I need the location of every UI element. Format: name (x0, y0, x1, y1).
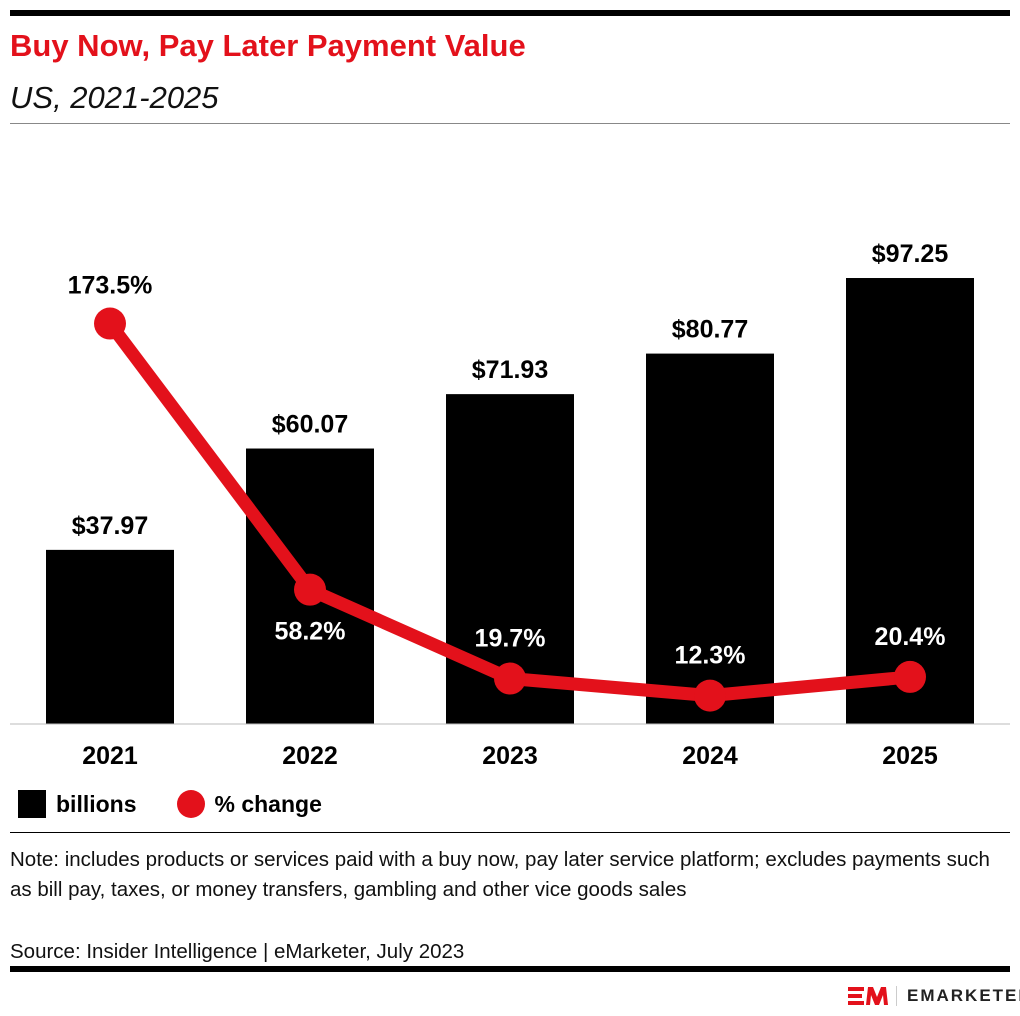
change-point-2023 (494, 662, 526, 695)
bar-label-2025: $97.25 (872, 240, 949, 268)
change-point-2024 (694, 679, 726, 712)
change-point-2021 (94, 307, 126, 340)
legend-label-billions: billions (56, 790, 137, 817)
bar-2025 (846, 278, 974, 724)
legend: billions % change (18, 790, 322, 818)
legend-swatch-bar (18, 790, 46, 818)
bar-2024 (646, 353, 774, 724)
change-label-2022: 58.2% (275, 618, 346, 646)
source: Source: Insider Intelligence | eMarketer… (10, 940, 465, 963)
emarketer-logo: EMARKETER (848, 985, 1020, 1007)
bar-label-2023: $71.93 (472, 356, 548, 384)
x-tick-2024: 2024 (682, 742, 738, 770)
logo-text: EMARKETER (896, 986, 1020, 1006)
change-label-2024: 12.3% (675, 642, 746, 670)
x-tick-2023: 2023 (482, 742, 538, 770)
x-tick-2025: 2025 (882, 742, 938, 770)
legend-swatch-line (176, 790, 205, 818)
divider (10, 123, 1010, 124)
change-label-2025: 20.4% (875, 623, 946, 651)
chart-subtitle: US, 2021-2025 (10, 80, 219, 115)
bottom-bar (10, 966, 1010, 972)
legend-label-change: % change (214, 790, 322, 817)
note: Note: includes products or services paid… (10, 848, 990, 901)
bar-label-2022: $60.07 (272, 411, 348, 439)
x-tick-2022: 2022 (282, 742, 338, 770)
change-label-2021: 173.5% (68, 272, 153, 300)
change-label-2023: 19.7% (475, 625, 546, 653)
x-tick-2021: 2021 (82, 742, 138, 770)
divider (10, 832, 1010, 833)
change-point-2022 (294, 573, 326, 606)
em-logo-icon (848, 987, 888, 1005)
bar-2021 (46, 549, 174, 724)
chart-plot: $37.97 2021 $60.07 2022 $71.93 2023 $80.77 2024… (10, 240, 1010, 770)
change-point-2025 (894, 660, 926, 693)
chart-title: Buy Now, Pay Later Payment Value (10, 28, 526, 63)
bar-label-2021: $37.97 (72, 512, 148, 540)
top-bar (10, 10, 1010, 16)
bar-label-2024: $80.77 (672, 316, 748, 344)
